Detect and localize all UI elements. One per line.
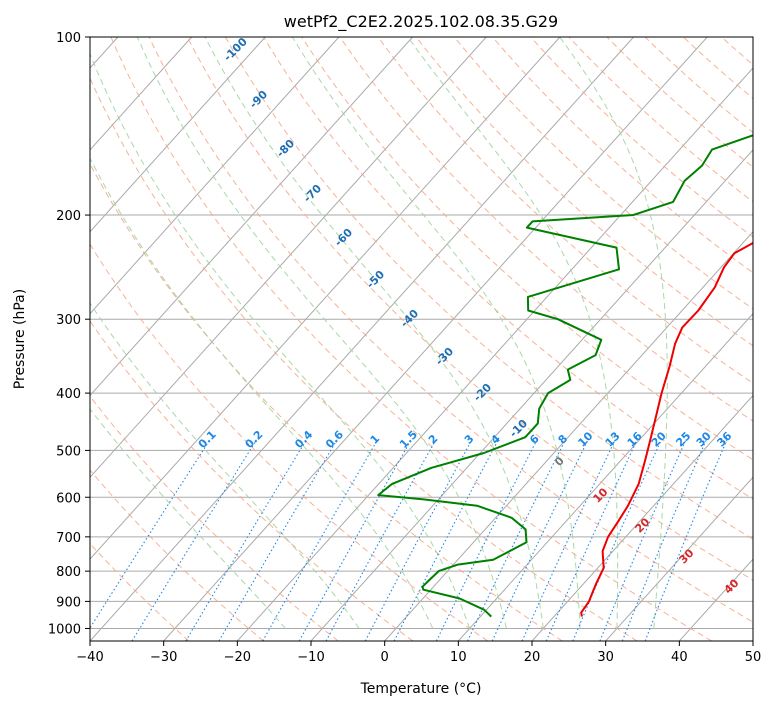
- x-tick-label: 0: [381, 650, 389, 665]
- temperature-line: [580, 241, 753, 617]
- moist-adiabat: [90, 302, 360, 629]
- x-tick-label: −40: [76, 650, 103, 665]
- isotherm-line: [90, 37, 413, 397]
- mixing-ratio-line: [545, 439, 638, 641]
- dry-adiabat: [377, 37, 753, 384]
- x-tick-label: −20: [224, 650, 251, 665]
- dry-adiabat: [415, 37, 753, 347]
- y-tick-label: 700: [56, 531, 81, 546]
- x-axis-title: Temperature (°C): [360, 681, 482, 697]
- y-tick-label: 900: [56, 595, 81, 610]
- mixing-ratio-line: [218, 439, 338, 641]
- isotherm-line: [90, 37, 340, 315]
- mixing-ratio-line: [572, 439, 662, 641]
- y-tick-label: 600: [56, 491, 81, 506]
- y-tick-label: 1000: [48, 622, 81, 637]
- x-tick-label: 10: [450, 650, 467, 665]
- moist-adiabat: [90, 52, 471, 629]
- mixing-ratio-line: [90, 439, 211, 630]
- y-axis: 100 200 300 400 500 600 700 800 900 1000: [48, 31, 90, 637]
- y-tick-label: 300: [56, 313, 81, 328]
- mixing-ratio-line: [325, 439, 437, 641]
- x-axis: −40 −30 −20 −10 0 10 20 30 40 50: [76, 641, 761, 665]
- plot-area: -100-90-80-70-60-50-40-30-20-1000.1 0.2 0.…: [90, 37, 753, 641]
- dry-adiabat: [90, 395, 339, 641]
- moist-adiabat: [204, 37, 544, 629]
- dry-adiabat: [263, 37, 753, 500]
- dry-adiabat: [148, 37, 753, 623]
- mixing-ratio-line: [521, 439, 616, 641]
- x-tick-label: −30: [150, 650, 177, 665]
- isotherm-line: [384, 230, 753, 641]
- y-tick-label: 100: [56, 31, 81, 46]
- mixing-ratio-line: [185, 439, 307, 641]
- y-tick-label: 800: [56, 565, 81, 580]
- moist-adiabat: [136, 37, 507, 629]
- isotherm-grid: [90, 37, 753, 641]
- dry-adiabat: [492, 37, 753, 274]
- moist-adiabats: [90, 37, 668, 629]
- y-axis-title: Pressure (hPa): [12, 289, 28, 389]
- moist-adiabat: [90, 157, 434, 629]
- mixing-ratio-line: [435, 439, 538, 641]
- profile-lines: [377, 134, 753, 618]
- isotherm-line: [457, 312, 753, 641]
- mixing-ratio-line: [298, 439, 412, 641]
- mixing-ratio-line: [131, 439, 257, 641]
- isotherm-line: [90, 37, 192, 151]
- mixing-ratio-line: [262, 439, 378, 641]
- isotherm-line: [531, 394, 753, 641]
- x-tick-label: −10: [297, 650, 324, 665]
- y-tick-label: 200: [56, 209, 81, 224]
- x-tick-label: 20: [524, 650, 541, 665]
- isotherm-line: [90, 37, 634, 641]
- isotherm-line: [605, 476, 753, 641]
- mixing-ratio-lines: [90, 439, 728, 641]
- dry-adiabat: [90, 243, 488, 641]
- moist-adiabat: [559, 37, 668, 629]
- isotherm-line: [90, 37, 487, 479]
- mixing-ratio-line: [599, 439, 687, 641]
- y-tick-label: 500: [56, 444, 81, 459]
- dry-adiabat: [90, 162, 563, 641]
- dewpoint-line: [377, 134, 753, 618]
- isotherm-line: [236, 67, 753, 641]
- x-tick-label: 40: [671, 650, 688, 665]
- isotherm-line: [90, 37, 561, 560]
- x-tick-label: 50: [745, 650, 762, 665]
- dry-adiabat: [224, 37, 753, 540]
- dry-adiabat: [606, 37, 753, 168]
- dry-adiabat: [90, 77, 638, 641]
- isotherm-line: [310, 149, 753, 641]
- isotherm-line: [163, 37, 708, 641]
- moist-adiabat: [407, 37, 619, 629]
- dry-adiabat: [453, 37, 753, 310]
- isotherm-line: [90, 37, 266, 233]
- dry-adiabat: [186, 37, 753, 581]
- dry-adiabat: [339, 37, 753, 422]
- chart-title: wetPf2_C2E2.2025.102.08.35.G29: [284, 12, 558, 32]
- plot-frame: [89, 36, 754, 642]
- x-tick-label: 30: [597, 650, 614, 665]
- y-tick-label: 400: [56, 387, 81, 402]
- dry-adiabat: [110, 37, 712, 641]
- moist-adiabat: [291, 37, 581, 629]
